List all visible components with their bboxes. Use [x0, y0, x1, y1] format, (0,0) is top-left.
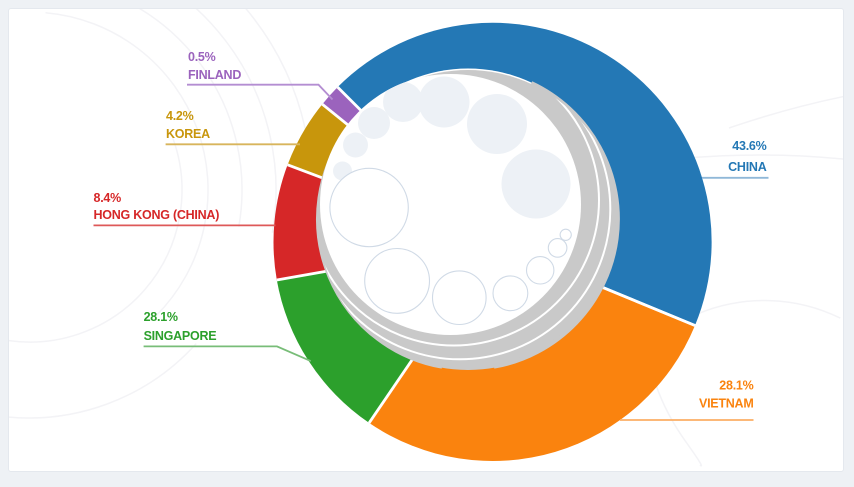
- svg-text:4.2%: 4.2%: [166, 109, 194, 123]
- svg-text:8.4%: 8.4%: [94, 191, 122, 205]
- svg-text:FINLAND: FINLAND: [188, 68, 241, 82]
- svg-text:SINGAPORE: SINGAPORE: [144, 329, 217, 343]
- svg-text:28.1%: 28.1%: [719, 378, 753, 392]
- svg-text:0.5%: 0.5%: [188, 50, 216, 64]
- svg-text:VIETNAM: VIETNAM: [699, 397, 754, 411]
- svg-text:28.1%: 28.1%: [144, 310, 178, 324]
- svg-text:43.6%: 43.6%: [732, 139, 766, 153]
- svg-text:CHINA: CHINA: [728, 160, 767, 174]
- svg-text:KOREA: KOREA: [166, 127, 210, 141]
- svg-text:HONG KONG (CHINA): HONG KONG (CHINA): [94, 208, 220, 222]
